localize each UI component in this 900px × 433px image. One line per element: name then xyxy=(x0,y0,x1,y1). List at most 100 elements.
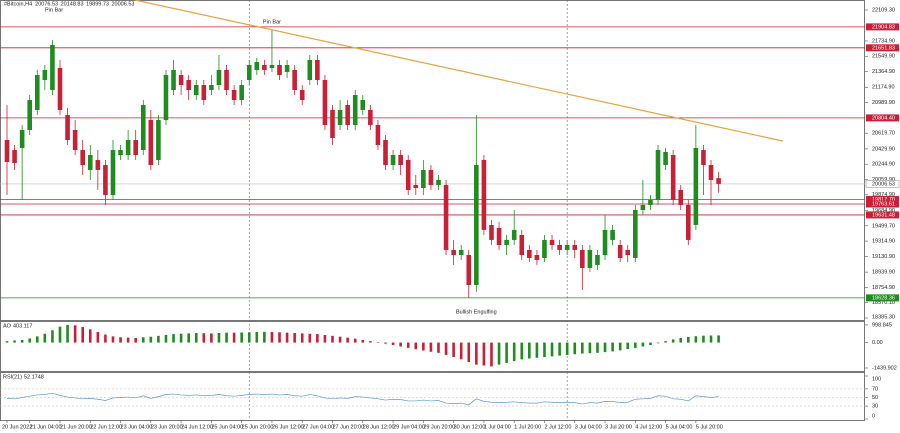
candle-body xyxy=(125,140,131,155)
candle-body xyxy=(4,140,10,163)
candle-body xyxy=(496,227,502,245)
level-label: 19631.48 xyxy=(872,212,895,218)
x-tick-label: 25 Jun 04:00 xyxy=(211,424,243,430)
x-tick-label: 20 Jun 2022 xyxy=(2,424,32,430)
indicator-title: RSI(21) xyxy=(3,374,22,380)
annotation: Bullish Engulfing xyxy=(456,309,497,315)
candle-body xyxy=(405,159,411,190)
ao-bar xyxy=(346,337,349,343)
candle-body xyxy=(398,154,403,166)
ao-bar xyxy=(618,342,622,351)
ao-bar xyxy=(5,341,9,343)
ao-bar xyxy=(119,337,122,343)
ao-bar xyxy=(611,342,614,352)
ao-bar xyxy=(399,342,402,347)
header-ohlc: 20076.53 xyxy=(35,1,58,7)
y-tick-label: 21549.90 xyxy=(872,54,895,60)
candle-body xyxy=(209,85,214,90)
candle-body xyxy=(299,89,305,100)
ao-bar xyxy=(512,342,516,362)
ao-bar xyxy=(35,336,39,343)
rsi-line xyxy=(6,392,719,406)
candle-body xyxy=(224,69,229,90)
candle-body xyxy=(489,224,494,240)
annotation: Pin Bar xyxy=(263,19,281,25)
ao-bar xyxy=(391,342,395,346)
ao-bar xyxy=(384,342,387,344)
ao-bar xyxy=(694,336,698,343)
ao-bar xyxy=(300,333,304,343)
y-tick-label: 21734.90 xyxy=(872,38,895,44)
candle-body xyxy=(640,204,646,210)
ao-bar xyxy=(581,342,584,354)
y-tick-label: 22109.30 xyxy=(872,7,895,13)
candle-body xyxy=(193,85,199,96)
ao-bar xyxy=(225,332,228,343)
y-tick-label: 18754.90 xyxy=(872,285,895,291)
level-box xyxy=(866,196,899,204)
ao-bar xyxy=(323,334,327,343)
ao-bar xyxy=(66,324,69,343)
level-box xyxy=(866,44,899,52)
ao-bar xyxy=(550,342,554,357)
candle-body xyxy=(12,150,17,164)
ao-bar xyxy=(157,335,160,343)
ao-bar xyxy=(51,330,54,343)
indicator-value: 403.117 xyxy=(13,323,32,329)
x-tick-label: 23 Jun 04:00 xyxy=(121,424,153,430)
ao-bar xyxy=(573,342,577,355)
y-tick-label: 20059.90 xyxy=(872,177,895,183)
ao-bar xyxy=(422,342,425,351)
main-panel xyxy=(0,0,865,321)
candle-body xyxy=(239,85,244,100)
y-tick-label: 18570.10 xyxy=(872,300,895,306)
ao-bar xyxy=(293,333,296,343)
y-tick-label: 21174.90 xyxy=(872,85,895,91)
level-label: 20804.40 xyxy=(872,115,895,121)
ao-bar xyxy=(247,332,251,343)
candle-body xyxy=(458,249,464,255)
ao-bar xyxy=(58,326,62,343)
level-box xyxy=(866,23,899,31)
candle-body xyxy=(633,209,638,258)
ao-bar xyxy=(338,336,342,343)
candle-body xyxy=(602,229,608,255)
candle-body xyxy=(352,95,358,125)
indicator-title: AO xyxy=(3,323,12,329)
candle-body xyxy=(42,69,48,80)
candle-body xyxy=(572,244,578,250)
candle-body xyxy=(103,165,108,196)
candle-body xyxy=(345,104,350,125)
candle-body xyxy=(436,179,441,186)
candle-body xyxy=(65,114,70,141)
ao-bar xyxy=(406,342,410,348)
candle-body xyxy=(110,150,116,196)
candle-body xyxy=(277,65,282,76)
x-tick-label: 23 Jun 20:00 xyxy=(151,424,183,430)
candle-body xyxy=(413,185,419,188)
candle-body xyxy=(557,244,562,250)
ao-bar xyxy=(73,325,77,343)
rsi-panel xyxy=(0,372,865,421)
candle-body xyxy=(708,165,714,180)
candle-body xyxy=(617,244,623,258)
x-tick-label: 3 Jul 04:00 xyxy=(575,424,602,430)
ao-bar xyxy=(43,333,47,343)
y-tick-label: 30 xyxy=(872,404,878,410)
header-ohlc: 20006.53 xyxy=(112,1,135,7)
candle-body xyxy=(262,65,267,70)
candle-body xyxy=(383,140,388,166)
ao-bar xyxy=(278,332,281,343)
candle-body xyxy=(27,99,33,131)
last-price-label: 20006.53 xyxy=(872,181,895,187)
candle-body xyxy=(171,69,176,90)
candle-body xyxy=(292,69,297,90)
candle-body xyxy=(95,159,101,170)
ao-bar xyxy=(187,333,190,343)
x-tick-label: 3 Jul 20:00 xyxy=(605,424,632,430)
ao-bar xyxy=(202,333,206,343)
ao-bar xyxy=(240,332,243,343)
x-tick-label: 4 Jul 12:00 xyxy=(635,424,662,430)
